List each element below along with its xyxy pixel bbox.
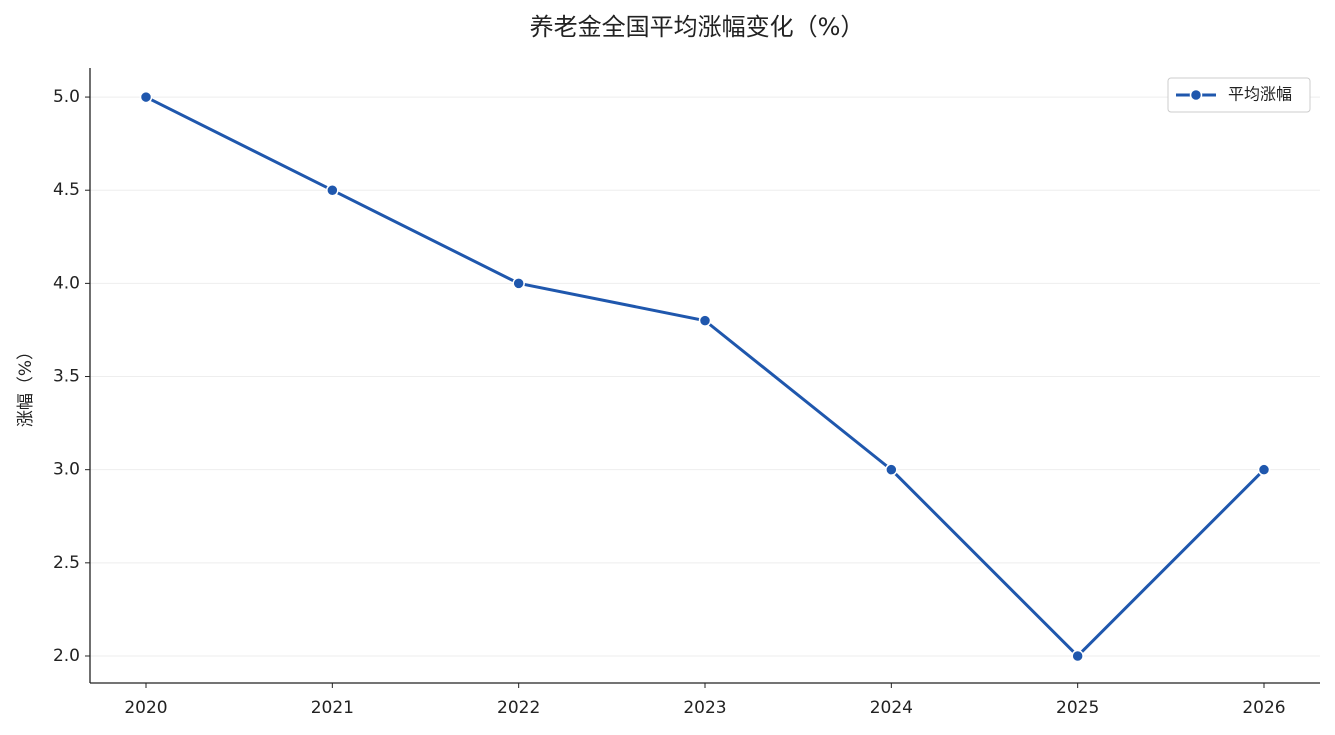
y-tick-label: 2.0: [53, 646, 80, 666]
legend: 平均涨幅: [1167, 77, 1311, 113]
point: [698, 314, 712, 327]
point: [139, 90, 153, 104]
x-tick-label: 2021: [311, 698, 354, 718]
chart-title: 养老金全国平均涨幅变化（%）: [530, 13, 865, 41]
legend-label: 平均涨幅: [1228, 85, 1292, 104]
point: [512, 277, 525, 290]
legend-marker: [1189, 88, 1203, 102]
x-tick-label: 2026: [1242, 698, 1285, 718]
y-tick-label: 2.5: [53, 553, 80, 573]
y-tick-label: 5.0: [53, 87, 80, 107]
legend-box: [1167, 77, 1311, 113]
y-tick-label: 4.5: [53, 180, 80, 200]
point: [326, 183, 339, 197]
x-tick-label: 2020: [124, 698, 167, 718]
x-tick-label: 2024: [870, 698, 913, 718]
x-tick-label: 2022: [497, 698, 540, 718]
y-tick-label: 3.5: [53, 367, 80, 387]
point: [1071, 649, 1084, 663]
point: [885, 463, 898, 476]
x-tick-label: 2023: [683, 698, 726, 718]
point: [1257, 463, 1271, 476]
y-axis-label: 涨幅（%）: [16, 343, 36, 427]
y-tick-label: 4.0: [53, 273, 80, 293]
y-tick-label: 3.0: [53, 460, 80, 480]
x-tick-label: 2025: [1056, 698, 1099, 718]
